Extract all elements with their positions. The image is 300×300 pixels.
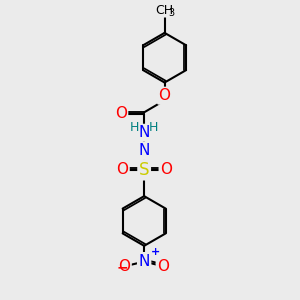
Text: O: O	[115, 106, 127, 121]
Text: CH: CH	[155, 4, 174, 17]
Text: H: H	[149, 121, 158, 134]
Text: 3: 3	[168, 8, 174, 18]
Text: O: O	[116, 162, 128, 177]
Text: O: O	[118, 259, 130, 274]
Text: N: N	[139, 143, 150, 158]
Text: +: +	[151, 247, 160, 256]
Text: −: −	[116, 260, 128, 274]
Text: O: O	[157, 259, 169, 274]
Text: H: H	[130, 121, 140, 134]
Text: N: N	[139, 125, 150, 140]
Text: O: O	[160, 162, 172, 177]
Text: O: O	[159, 88, 171, 103]
Text: S: S	[139, 161, 149, 179]
Text: N: N	[139, 254, 150, 268]
